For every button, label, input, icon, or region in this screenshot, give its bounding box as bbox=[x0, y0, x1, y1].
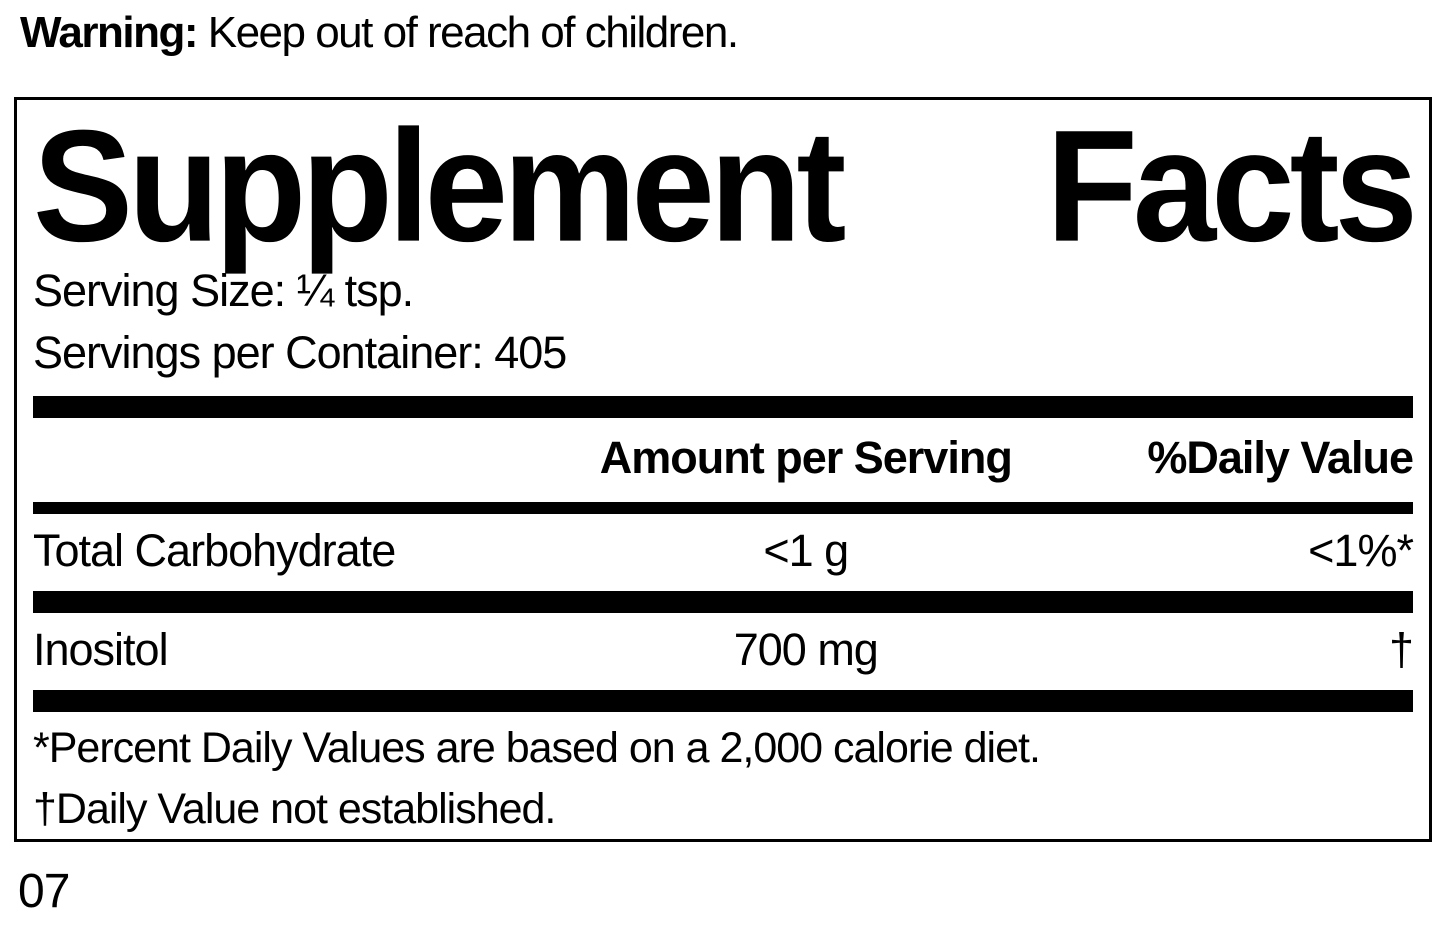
panel-title-word-facts: Facts bbox=[1046, 97, 1418, 275]
divider-bar-top bbox=[33, 396, 1413, 419]
warning-text: Keep out of reach of children. bbox=[197, 8, 739, 57]
supplement-facts-panel: Supplement Facts Serving Size: ¼ tsp. Se… bbox=[14, 97, 1432, 842]
table-row: Total Carbohydrate <1 g <1%* bbox=[33, 514, 1414, 591]
nutrient-name: Total Carbohydrate bbox=[33, 525, 396, 577]
header-daily-value: %Daily Value bbox=[1147, 432, 1414, 484]
footnote-daily-value-not-established: †Daily Value not established. bbox=[33, 785, 556, 834]
serving-size-line: Serving Size: ¼ tsp. bbox=[33, 265, 414, 316]
warning-line: Warning: Keep out of reach of children. bbox=[20, 8, 739, 58]
nutrient-amount: 700 mg bbox=[733, 624, 879, 676]
servings-per-container-line: Servings per Container: 405 bbox=[33, 327, 567, 379]
nutrient-name: Inositol bbox=[33, 624, 169, 676]
footer-code: 07 bbox=[18, 865, 70, 918]
facts-header-row: Amount per Serving %Daily Value bbox=[33, 418, 1414, 502]
header-amount-per-serving: Amount per Serving bbox=[599, 432, 1013, 484]
nutrient-daily-value: <1%* bbox=[1308, 525, 1414, 577]
panel-title: Supplement Facts bbox=[33, 106, 1418, 265]
footnotes: *Percent Daily Values are based on a 2,0… bbox=[33, 718, 1413, 839]
warning-label: Warning: bbox=[20, 8, 199, 57]
footnote-percent-daily-values: *Percent Daily Values are based on a 2,0… bbox=[33, 724, 1041, 773]
nutrient-daily-value: † bbox=[1388, 624, 1414, 676]
panel-title-word-supplement: Supplement bbox=[33, 97, 846, 275]
serving-info: Serving Size: ¼ tsp. Servings per Contai… bbox=[33, 260, 1413, 384]
table-row: Inositol 700 mg † bbox=[33, 613, 1414, 690]
divider-bar-row-2 bbox=[33, 690, 1413, 713]
divider-bar-row-1 bbox=[33, 591, 1413, 614]
nutrient-amount: <1 g bbox=[763, 525, 849, 577]
divider-bar-under-header bbox=[33, 502, 1413, 515]
